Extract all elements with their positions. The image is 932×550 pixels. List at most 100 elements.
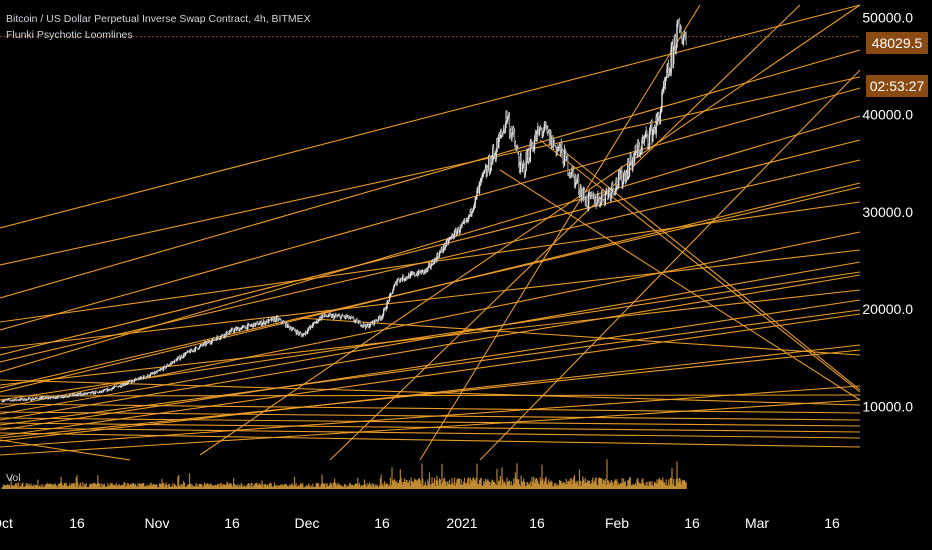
volume-bar xyxy=(469,477,471,489)
candle-body xyxy=(405,276,407,279)
volume-bar xyxy=(679,479,681,489)
volume-bar xyxy=(11,484,13,489)
volume-bar xyxy=(3,484,6,489)
legend-title[interactable]: Bitcoin / US Dollar Perpetual Inverse Sw… xyxy=(6,13,311,25)
volume-bar xyxy=(412,480,414,489)
candle-body xyxy=(283,322,286,324)
volume-bar xyxy=(575,480,577,489)
volume-bar xyxy=(208,485,211,489)
candle-body xyxy=(186,352,188,353)
legend-indicator[interactable]: Flunki Psychotic Loomlines xyxy=(6,29,133,41)
candle-body xyxy=(557,146,560,150)
volume-bar xyxy=(660,480,662,489)
volume-bar xyxy=(363,479,366,489)
candle-body xyxy=(566,156,568,161)
candle-body xyxy=(316,319,318,322)
candle-body xyxy=(459,226,462,231)
candle-body xyxy=(672,46,675,65)
candle-body xyxy=(116,386,118,387)
volume-bar xyxy=(428,482,430,489)
candle-body xyxy=(30,400,32,401)
volume-bar xyxy=(603,481,606,489)
volume-bar xyxy=(166,485,168,489)
volume-bar xyxy=(553,483,556,489)
volume-bar xyxy=(510,481,512,489)
candle-body xyxy=(346,316,348,318)
candle-body xyxy=(537,126,540,135)
candle-body xyxy=(115,386,117,387)
volume-bar xyxy=(573,474,576,489)
candle-body xyxy=(526,151,528,162)
x-tick-label: 16 xyxy=(224,515,240,531)
volume-bar xyxy=(605,485,607,489)
volume-bar xyxy=(593,482,595,489)
candle-body xyxy=(12,399,15,401)
candle-body xyxy=(210,342,212,344)
candle-body xyxy=(389,293,392,296)
candle-body xyxy=(478,181,481,194)
volume-bar xyxy=(4,485,6,489)
candle-body xyxy=(323,314,326,316)
candle-body xyxy=(80,393,82,395)
candle-body xyxy=(670,47,672,74)
candle-body xyxy=(154,372,157,374)
candle-body xyxy=(167,365,170,367)
candle-body xyxy=(379,317,382,320)
candle-body xyxy=(356,319,358,321)
candle-body xyxy=(325,316,327,317)
volume-bar xyxy=(584,478,586,489)
volume-bar xyxy=(268,483,271,489)
volume-bar xyxy=(317,483,319,489)
candle-body xyxy=(599,204,602,206)
candle-body xyxy=(87,392,89,394)
volume-bar xyxy=(540,480,542,489)
volume-bar xyxy=(674,485,676,489)
volume-bar xyxy=(677,478,679,489)
candle-body xyxy=(258,323,261,325)
volume-bars xyxy=(1,459,687,489)
candle-body xyxy=(347,315,349,317)
candle-body xyxy=(499,132,502,138)
candle-body xyxy=(297,332,300,334)
volume-bar xyxy=(419,480,421,489)
volume-label[interactable]: Vol xyxy=(6,472,21,484)
candle-body xyxy=(228,331,231,334)
volume-bar xyxy=(673,486,676,489)
volume-bar xyxy=(242,487,244,489)
candle-body xyxy=(146,376,148,377)
volume-bar xyxy=(324,487,326,489)
volume-bar xyxy=(320,483,322,489)
candle-body xyxy=(65,396,67,398)
candle-body xyxy=(278,318,281,320)
candle-body xyxy=(460,226,462,227)
volume-bar xyxy=(296,486,298,489)
candle-body xyxy=(281,322,283,324)
volume-bar xyxy=(675,479,677,489)
candle-body xyxy=(673,36,676,47)
candle-body xyxy=(601,190,603,197)
volume-bar xyxy=(403,481,405,489)
x-tick-label: Oct xyxy=(0,515,13,531)
volume-bar xyxy=(228,485,230,489)
loomline xyxy=(0,4,861,229)
volume-bar xyxy=(8,484,11,489)
volume-bar xyxy=(417,479,419,489)
volume-bar xyxy=(559,480,561,489)
volume-bar xyxy=(283,484,286,489)
x-axis[interactable]: Oct16Nov16Dec16202116Feb16Mar16 xyxy=(0,515,840,531)
volume-bar xyxy=(301,482,303,489)
candle-body xyxy=(406,276,408,278)
volume-bar xyxy=(114,485,116,489)
candle-body xyxy=(94,391,97,394)
volume-bar xyxy=(451,478,453,489)
candle-body xyxy=(513,132,516,143)
volume-bar xyxy=(656,479,658,489)
volume-bar xyxy=(83,484,86,489)
volume-bar xyxy=(122,485,124,489)
volume-bar xyxy=(365,487,367,489)
volume-bar xyxy=(163,482,165,489)
candle-body xyxy=(395,282,397,285)
candle-body xyxy=(440,248,442,252)
